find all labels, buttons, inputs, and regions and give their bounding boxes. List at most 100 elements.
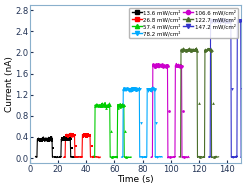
Point xyxy=(69,134,73,137)
Point xyxy=(193,48,197,51)
Point xyxy=(43,139,47,142)
Point xyxy=(165,64,169,67)
Point xyxy=(158,64,162,67)
Point xyxy=(135,88,139,91)
Point xyxy=(220,18,224,21)
Point xyxy=(185,48,189,51)
Point xyxy=(108,104,112,107)
Point xyxy=(116,106,120,109)
Point xyxy=(210,20,214,23)
Point xyxy=(219,19,223,22)
Point xyxy=(238,18,242,21)
Point xyxy=(149,89,153,92)
Point xyxy=(224,21,228,24)
Point xyxy=(122,87,125,90)
Point xyxy=(211,102,215,105)
Point xyxy=(117,103,121,106)
Point xyxy=(177,65,181,68)
Point xyxy=(106,104,110,107)
Point xyxy=(81,135,85,138)
Point xyxy=(70,132,74,135)
Point xyxy=(186,48,190,51)
Point xyxy=(105,105,109,108)
Point xyxy=(152,87,156,90)
Point xyxy=(206,47,210,50)
Point xyxy=(51,146,55,149)
Point xyxy=(45,138,49,141)
Point xyxy=(63,139,67,142)
Point xyxy=(39,137,43,140)
Point xyxy=(218,18,222,21)
Point xyxy=(154,63,158,66)
Point xyxy=(204,49,208,52)
Point xyxy=(43,139,47,142)
Point xyxy=(116,104,120,107)
Point xyxy=(212,19,216,22)
Point xyxy=(237,18,241,21)
Point xyxy=(97,103,101,106)
Point xyxy=(75,156,79,159)
Point xyxy=(84,135,88,138)
Point xyxy=(108,102,111,105)
Point xyxy=(222,18,226,21)
Point xyxy=(65,137,69,140)
Legend: 13.6 mW/cm², 26.8 mW/cm², 57.4 mW/cm², 78.2 mW/cm², 106.6 mW/cm², 122.7 mW/cm², : 13.6 mW/cm², 26.8 mW/cm², 57.4 mW/cm², 7… xyxy=(129,8,238,38)
Point xyxy=(134,89,138,92)
Point xyxy=(120,103,123,106)
Point xyxy=(163,64,167,67)
Point xyxy=(174,64,178,67)
Point xyxy=(71,132,75,135)
Point xyxy=(133,88,137,91)
Point xyxy=(65,135,69,138)
Point xyxy=(99,104,103,107)
Point xyxy=(182,47,185,50)
Point xyxy=(66,135,70,138)
Point xyxy=(37,138,41,141)
Point xyxy=(183,47,186,50)
Point xyxy=(207,47,211,50)
Point xyxy=(146,87,150,90)
Point xyxy=(194,47,198,50)
Point xyxy=(153,88,157,91)
Point xyxy=(42,137,46,140)
Point xyxy=(206,47,210,50)
Point xyxy=(146,87,150,90)
Point xyxy=(226,21,230,24)
Point xyxy=(124,156,128,159)
Point xyxy=(46,138,49,141)
Point xyxy=(154,122,158,125)
Point xyxy=(61,138,65,141)
Point xyxy=(186,47,190,50)
Point xyxy=(216,20,220,23)
Point xyxy=(87,135,91,138)
Point xyxy=(127,90,131,93)
Point xyxy=(154,64,158,67)
Point xyxy=(46,138,50,141)
Point xyxy=(230,87,234,90)
Point xyxy=(207,48,211,51)
Point xyxy=(162,64,166,67)
Point xyxy=(121,105,125,108)
Point xyxy=(147,89,151,92)
Point xyxy=(209,21,213,24)
Point xyxy=(129,89,133,92)
Point xyxy=(164,66,168,69)
Point xyxy=(212,20,215,23)
Y-axis label: Current (nA): Current (nA) xyxy=(5,56,14,112)
Point xyxy=(175,63,179,66)
Point xyxy=(140,156,144,159)
Point xyxy=(101,103,105,106)
Point xyxy=(68,138,72,141)
Point xyxy=(127,89,131,92)
Point xyxy=(238,19,242,22)
Point xyxy=(163,64,167,67)
Point xyxy=(236,21,240,24)
Point xyxy=(164,64,168,67)
Point xyxy=(118,104,122,107)
Point xyxy=(208,48,212,51)
Point xyxy=(38,139,42,142)
Point xyxy=(62,137,66,140)
Point xyxy=(191,48,195,51)
Point xyxy=(180,50,184,53)
Point xyxy=(147,87,151,90)
